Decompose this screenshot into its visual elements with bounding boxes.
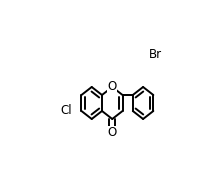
Text: O: O	[108, 126, 117, 139]
Text: Cl: Cl	[61, 104, 72, 117]
Text: O: O	[108, 80, 117, 93]
Text: Br: Br	[149, 48, 162, 61]
